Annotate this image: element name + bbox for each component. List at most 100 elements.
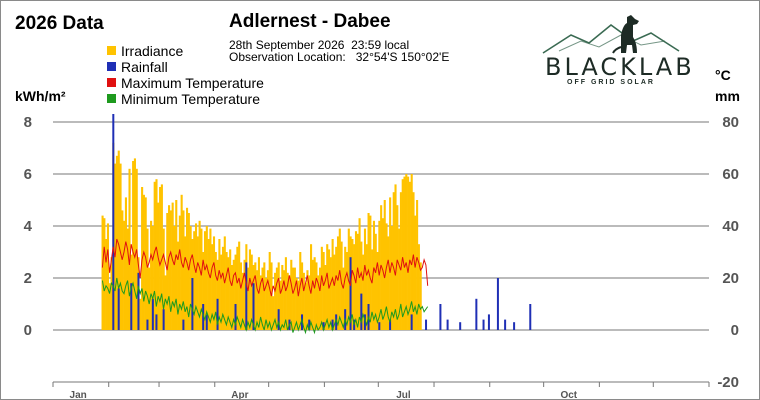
irradiance-bar: [132, 161, 135, 330]
dog-mountain-icon: [542, 15, 680, 54]
left-axis-unit: kWh/m²: [15, 88, 66, 104]
irradiance-bar: [376, 252, 379, 330]
left-axis-tick-label: 2: [24, 270, 32, 287]
irradiance-bar: [412, 192, 415, 330]
irradiance-bar: [261, 267, 264, 330]
irradiance-bar: [250, 254, 253, 330]
irradiance-bar: [205, 226, 208, 330]
irradiance-bar: [310, 244, 313, 330]
irradiance-bar: [185, 207, 189, 330]
month-label: Jul: [396, 390, 411, 399]
irradiance-bar: [229, 249, 232, 330]
irradiance-bar: [399, 192, 402, 330]
rainfall-bar: [277, 309, 280, 330]
irradiance-bar: [308, 275, 311, 330]
irradiance-bar: [254, 262, 257, 330]
irradiance-bar: [295, 278, 298, 330]
irradiance-bar: [387, 236, 390, 330]
irradiance-bar: [218, 239, 221, 330]
irradiance-bar: [317, 275, 320, 330]
irradiance-bar: [353, 244, 356, 330]
month-label: Oct: [560, 390, 577, 399]
irradiance-bar: [114, 163, 117, 330]
irradiance-bar: [209, 228, 212, 330]
month-label: Apr: [231, 390, 248, 399]
irradiance-bar: [241, 272, 244, 330]
irradiance-bar: [139, 298, 142, 330]
irradiance-bar: [396, 205, 399, 330]
irradiance-bar: [169, 210, 172, 330]
irradiance-bar: [390, 226, 393, 330]
irradiance-bar: [306, 270, 309, 330]
right-axis-tick-label: 80: [722, 114, 739, 131]
irradiance-bar: [299, 252, 302, 330]
rainfall-bar: [191, 278, 194, 330]
irradiance-bar: [358, 218, 361, 330]
irradiance-bar: [194, 223, 198, 330]
legend-label-rainfall: Rainfall: [121, 59, 168, 75]
irradiance-bar: [385, 223, 388, 330]
irradiance-bar: [193, 231, 196, 330]
irradiance-bar: [414, 215, 417, 330]
rainfall-bar: [360, 293, 363, 330]
irradiance-bar: [340, 241, 343, 330]
irradiance-bar: [320, 246, 323, 330]
irradiance-bar: [232, 259, 235, 330]
irradiance-bar: [272, 296, 275, 330]
irradiance-bar: [416, 200, 419, 330]
rainfall-bar: [137, 272, 140, 330]
irradiance-bar: [356, 233, 359, 330]
rainfall-bar: [155, 314, 158, 330]
rainfall-bar: [504, 319, 507, 330]
rainfall-bar: [202, 304, 205, 330]
rainfall-bar: [308, 319, 311, 330]
irradiance-bar: [103, 218, 106, 330]
rainfall-bar: [112, 114, 115, 330]
legend-swatch-min-temperature: [107, 94, 116, 103]
left-axis-tick-label: 6: [24, 166, 32, 183]
rainfall-bar: [425, 319, 428, 330]
irradiance-bar: [202, 252, 205, 330]
irradiance-bar: [198, 220, 201, 330]
irradiance-bar: [110, 257, 113, 330]
irradiance-bar: [398, 228, 401, 330]
legend-label-irradiance: Irradiance: [121, 43, 184, 59]
rainfall-bar: [529, 304, 532, 330]
rainfall-bar: [349, 257, 352, 330]
min-temperature-line: [101, 277, 429, 335]
irradiance-bar: [283, 270, 286, 330]
irradiance-bar: [166, 213, 169, 330]
irradiance-bar: [123, 220, 126, 330]
right-axis-tick-label: -20: [717, 374, 739, 391]
irradiance-bar: [417, 244, 420, 330]
irradiance-bar: [259, 275, 262, 330]
irradiance-bar: [313, 257, 316, 330]
left-axis-tick-label: 4: [24, 218, 33, 235]
rainfall-bar: [459, 322, 462, 330]
irradiance-bar: [108, 283, 111, 330]
irradiance-bar: [297, 280, 300, 330]
irradiance-bar: [405, 174, 408, 330]
irradiance-bar: [153, 181, 156, 330]
observation-location: Observation Location: 32°54'S 150°02'E: [229, 50, 450, 64]
irradiance-bar: [286, 272, 289, 330]
irradiance-bar: [121, 210, 124, 330]
logo-subtitle: OFF GRID SOLAR: [567, 79, 655, 86]
irradiance-bar: [247, 267, 250, 330]
legend-label-min-temperature: Minimum Temperature: [121, 91, 261, 107]
irradiance-bar: [214, 252, 217, 330]
irradiance-bar: [342, 267, 345, 330]
max-temperature-line: [101, 238, 429, 297]
irradiance-bar: [115, 155, 119, 330]
irradiance-bar: [220, 254, 223, 330]
irradiance-bar: [284, 257, 287, 330]
rainfall-bar: [439, 304, 442, 330]
right-axis-tick-label: 20: [722, 270, 739, 287]
irradiance-bar: [290, 259, 293, 330]
rainfall-bar: [117, 288, 120, 330]
irradiance-bar: [189, 226, 192, 330]
irradiance-bar: [248, 249, 251, 330]
rainfall-bar: [322, 322, 325, 330]
irradiance-bar: [410, 174, 413, 330]
